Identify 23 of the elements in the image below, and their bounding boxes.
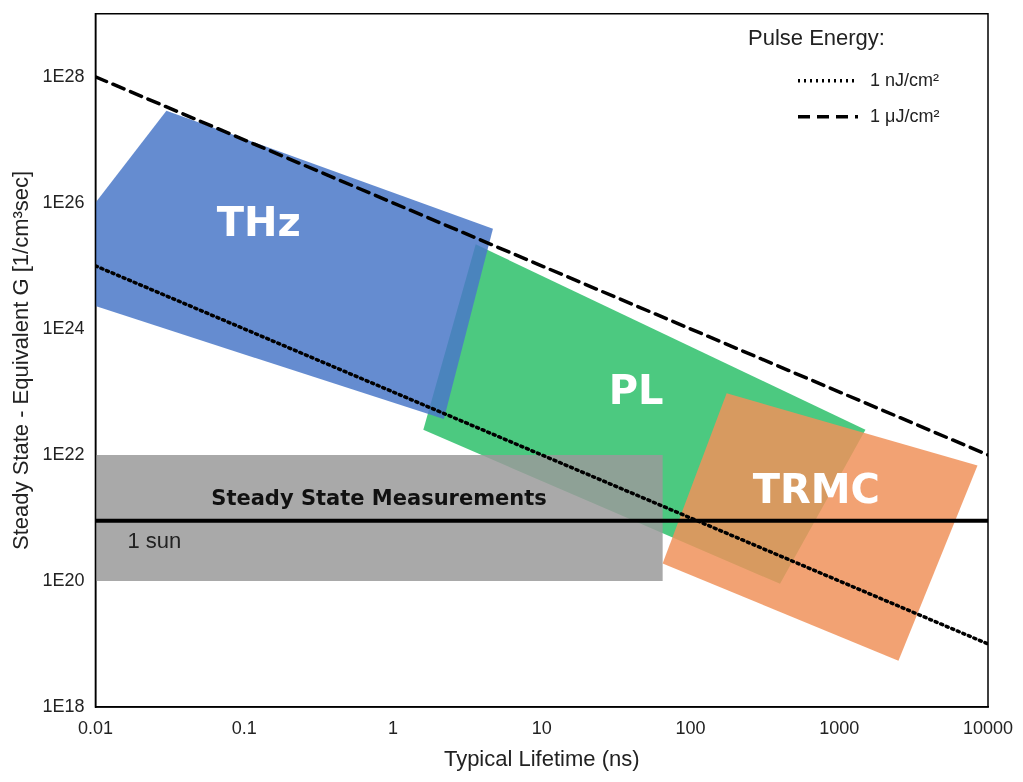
series-label: THz: [216, 198, 301, 245]
x-tick-label: 1: [387, 717, 398, 738]
y-tick-label: 1E26: [42, 191, 85, 212]
series-label: Steady State Measurements: [211, 485, 547, 510]
x-tick-label: 1000: [819, 717, 860, 738]
legend-title: Pulse Energy:: [748, 24, 885, 50]
y-axis-title: Steady State - Equivalent G [1/cm³sec]: [8, 170, 34, 550]
x-tick-label: 0.01: [77, 717, 113, 738]
y-tick-label: 1E18: [42, 695, 85, 716]
x-tick-label: 100: [675, 717, 706, 738]
y-tick-label: 1E22: [42, 443, 85, 464]
y-tick-label: 1E20: [42, 569, 85, 590]
legend-label: 1 nJ/cm²: [870, 69, 940, 90]
series-label: PL: [608, 367, 664, 414]
x-tick-label: 10: [531, 717, 552, 738]
legend-label: 1 μJ/cm²: [870, 105, 940, 126]
x-tick-label: 10000: [962, 717, 1014, 738]
x-axis-title: Typical Lifetime (ns): [443, 745, 640, 771]
y-tick-label: 1E24: [42, 317, 85, 338]
ref-line-label: 1 sun: [127, 527, 182, 553]
x-tick-label: 0.1: [231, 717, 257, 738]
series-label: TRMC: [752, 466, 880, 513]
y-tick-label: 1E28: [42, 65, 85, 86]
